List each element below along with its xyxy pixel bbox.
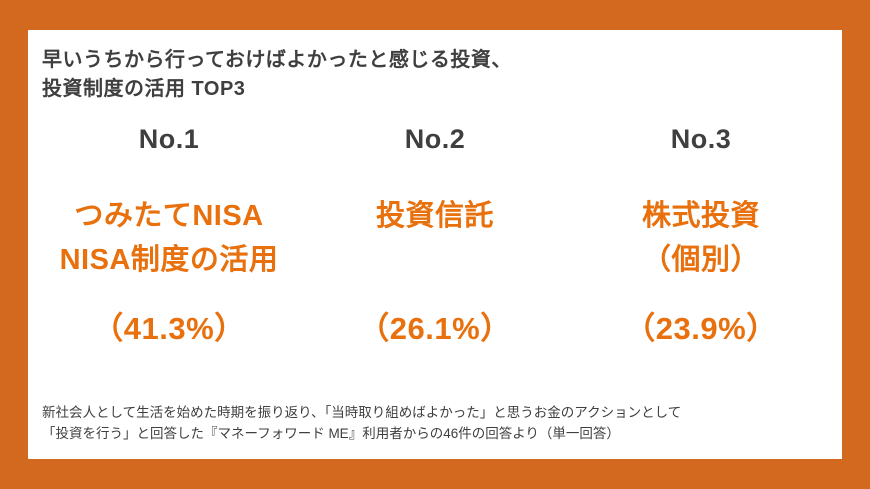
percentage-value: （23.9%） — [624, 311, 778, 346]
investment-name-line1: つみたてNISA — [74, 200, 264, 232]
source-footnote: 新社会人として生活を始めた時期を振り返り、「当時取り組めばよかった」と思うお金の… — [42, 402, 681, 445]
page-title-line2: 投資制度の活用 TOP3 — [42, 78, 246, 100]
rank-label: No.3 — [670, 124, 732, 154]
percentage-value: （26.1%） — [358, 311, 512, 346]
investment-name: 投資信託 — [302, 195, 568, 285]
ranking-column-3: No.3 株式投資 （個別） （23.9%） — [568, 124, 834, 348]
content-panel: 早いうちから行っておけばよかったと感じる投資、 投資制度の活用 TOP3 No.… — [28, 30, 842, 459]
ranking-columns: No.1 つみたてNISA NISA制度の活用 （41.3%） No.2 投資信… — [28, 124, 842, 348]
investment-name-line1: 株式投資 — [641, 200, 760, 232]
ranking-column-2: No.2 投資信託 （26.1%） — [302, 124, 568, 348]
investment-name-line1: 投資信託 — [375, 200, 494, 232]
rank-label: No.1 — [138, 124, 200, 154]
percentage-value: （41.3%） — [92, 311, 246, 346]
page-title-line1: 早いうちから行っておけばよかったと感じる投資、 — [42, 49, 512, 71]
investment-name-line2: （個別） — [641, 243, 760, 276]
source-footnote-line2: 「投資を行う」と回答した『マネーフォワード ME』利用者からの46件の回答より（… — [42, 426, 620, 442]
ranking-column-1: No.1 つみたてNISA NISA制度の活用 （41.3%） — [36, 124, 302, 348]
source-footnote-line1: 新社会人として生活を始めた時期を振り返り、「当時取り組めばよかった」と思うお金の… — [42, 404, 682, 420]
investment-name: 株式投資 （個別） — [568, 195, 834, 285]
rank-label: No.2 — [404, 124, 466, 154]
investment-name: つみたてNISA NISA制度の活用 — [36, 195, 302, 285]
page-title: 早いうちから行っておけばよかったと感じる投資、 投資制度の活用 TOP3 — [28, 30, 842, 104]
investment-name-line2: NISA制度の活用 — [59, 243, 279, 276]
